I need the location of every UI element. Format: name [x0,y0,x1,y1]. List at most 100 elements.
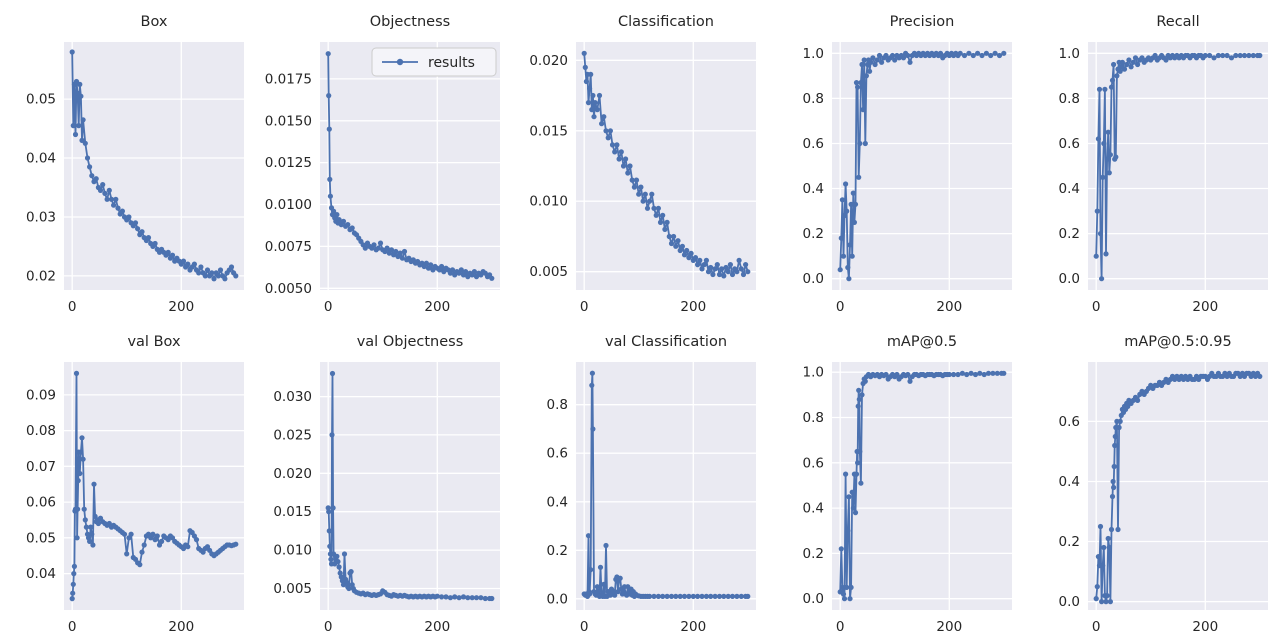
data-point-marker [889,52,896,59]
data-point-marker [1094,584,1100,590]
y-tick-label: 0.03 [26,210,56,226]
data-point-marker [848,584,854,590]
data-point-marker [469,595,475,601]
data-point-marker [612,592,618,598]
data-point-marker [863,73,869,79]
data-point-marker [330,505,336,511]
data-point-marker [853,471,860,477]
data-point-marker [996,52,1003,59]
data-point-marker [857,140,863,147]
y-tick-label: 0.4 [803,181,824,197]
data-point-marker [740,271,747,278]
data-point-marker [377,240,384,246]
data-point-marker [1139,55,1145,61]
data-point-marker [473,595,480,601]
data-point-marker [72,131,79,138]
data-point-marker [334,553,340,559]
data-point-marker [452,594,458,600]
y-tick-label: 0.0175 [265,71,312,87]
data-point-marker [734,269,740,275]
data-point-marker [847,242,853,248]
data-point-marker [840,253,847,259]
data-point-marker [1228,55,1235,61]
data-point-marker [839,197,845,203]
data-point-marker [1109,77,1116,83]
data-point-marker [582,64,588,70]
data-point-marker [848,201,854,207]
data-point-marker [124,551,130,557]
data-point-marker [849,253,855,259]
data-point-marker [851,219,857,225]
data-point-marker [846,276,852,282]
data-point-marker [846,494,852,500]
data-point-marker [340,218,347,224]
data-point-marker [128,531,134,537]
data-point-marker [883,371,889,378]
y-tick-label: 0.2 [547,543,568,559]
x-tick-label: 200 [936,299,962,315]
data-point-marker [992,50,998,56]
data-point-marker [701,262,707,268]
data-point-marker [673,593,679,599]
data-point-marker [837,267,843,273]
data-point-marker [95,520,101,527]
data-point-marker [458,267,464,273]
subplot-val-objectness: val Objectness 0 200 0.005 0.010 0.015 0.020 0… [256,320,512,640]
data-point-marker [679,243,685,249]
data-point-marker [583,78,589,85]
y-tick-label: 0.025 [273,427,312,443]
subplot-canvas-objectness: 0 200 0.0050 0.0075 0.0100 0.0125 0.0150 0.0175… [265,42,500,315]
data-point-marker [631,184,637,190]
data-point-marker [686,255,692,261]
x-tick-label: 200 [680,299,706,315]
data-point-marker [745,269,751,275]
data-point-marker [93,176,99,182]
data-point-marker [82,517,88,523]
x-tick-label: 0 [68,299,77,315]
data-point-marker [856,387,862,393]
data-point-marker [328,556,334,562]
y-tick-label: 0.0150 [265,113,312,129]
data-point-marker [91,481,97,487]
data-point-marker [115,205,121,211]
data-point-marker [465,595,471,601]
data-point-marker [892,57,898,63]
data-point-marker [1111,463,1117,470]
data-point-marker [855,403,861,409]
data-point-marker [1117,418,1123,424]
subplot-val-box: val Box 0 200 0.04 0.05 0.06 0.07 0.08 0.09 [0,320,256,640]
data-point-marker [80,117,86,123]
data-point-marker [870,55,876,61]
data-point-marker [868,59,874,65]
data-point-marker [1103,599,1109,605]
data-point-marker [1119,59,1125,65]
data-point-marker [152,240,158,247]
data-point-marker [876,52,883,59]
data-point-marker [447,595,453,601]
data-point-marker [894,371,900,378]
data-point-marker [588,567,594,573]
data-point-marker [736,257,742,263]
data-point-marker [738,266,744,272]
data-point-marker [87,164,93,170]
x-tick-label: 200 [424,619,450,635]
data-point-marker [1104,593,1110,599]
subplot-title-val-box: val Box [127,334,181,350]
data-point-marker [88,524,94,530]
y-tick-label: 0.030 [273,389,312,405]
data-point-marker [905,371,911,378]
data-point-marker [70,590,76,596]
data-point-marker [845,528,851,534]
data-point-marker [1117,68,1123,74]
data-point-marker [191,261,197,267]
data-point-marker [71,571,77,577]
data-point-marker [905,52,911,59]
y-tick-label: 0.6 [803,136,824,152]
data-point-marker [985,370,992,376]
subplot-title-recall: Recall [1156,14,1200,30]
data-point-marker [675,238,681,244]
data-point-marker [1121,66,1128,72]
data-point-marker [1116,424,1122,431]
data-point-marker [710,271,716,278]
data-point-marker [1163,57,1169,63]
